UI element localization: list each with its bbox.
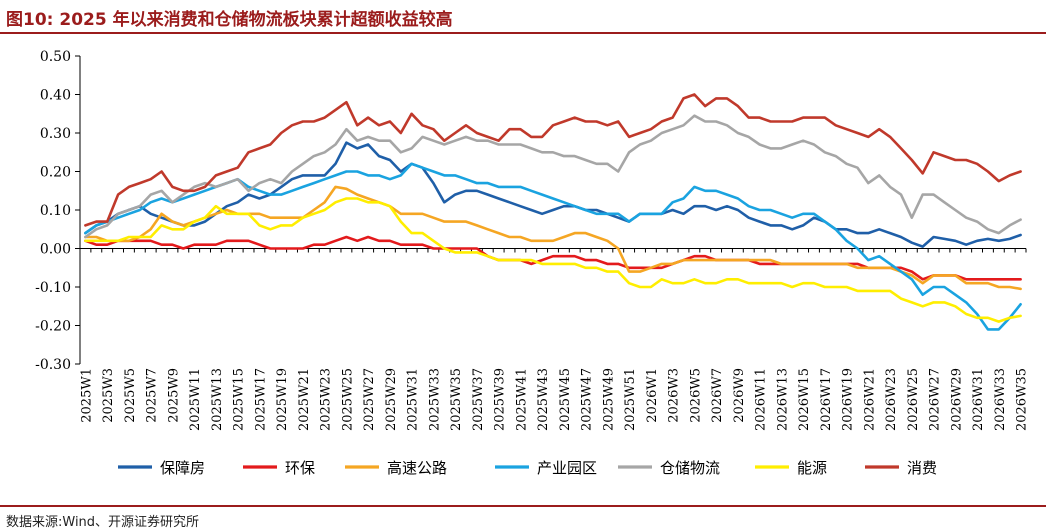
title-bar: 图10: 2025 年以来消费和仓储物流板块累计超额收益较高: [0, 0, 1046, 34]
x-tick-label: 2025W11: [188, 368, 203, 431]
x-tick-label: 2025W15: [232, 368, 247, 431]
x-tick-label: 2026W11: [754, 368, 769, 431]
x-tick-label: 2025W21: [297, 368, 312, 431]
x-tick-label: 2025W45: [558, 368, 573, 431]
x-tick-label: 2025W35: [449, 368, 464, 431]
x-tick-label: 2025W27: [362, 368, 377, 431]
series-line: [84, 185, 1022, 291]
x-tick-label: 2026W27: [928, 368, 943, 431]
x-tick-label: 2026W23: [884, 368, 899, 431]
x-tick-label: 2025W9: [166, 368, 181, 423]
x-tick-label: 2025W7: [145, 368, 160, 423]
x-tick-label: 2026W9: [732, 368, 747, 423]
x-tick-label: 2025W47: [580, 368, 595, 431]
legend-label: 能源: [797, 459, 827, 477]
x-tick-label: 2026W33: [993, 368, 1008, 431]
x-tick-label: 2025W5: [123, 368, 138, 423]
x-tick-label: 2025W23: [319, 368, 334, 431]
x-tick-label: 2025W31: [406, 368, 421, 431]
x-tick-label: 2025W37: [471, 368, 486, 431]
y-tick-label: 0.20: [40, 165, 71, 181]
x-tick-label: 2026W21: [862, 368, 877, 431]
x-tick-label: 2026W19: [841, 368, 856, 431]
y-tick-label: -0.30: [35, 357, 71, 373]
series-line: [84, 162, 1022, 331]
series-line: [84, 197, 1022, 323]
x-tick-label: 2026W29: [949, 368, 964, 431]
x-tick-label: 2026W35: [1015, 368, 1030, 431]
x-tick-label: 2026W15: [797, 368, 812, 431]
x-tick-label: 2026W7: [710, 368, 725, 423]
line-chart: 0.50 0.40 0.30 0.20 0.10 0.00 -0.10 -0.20 -0.30 2…: [35, 49, 1030, 477]
data-source: 数据来源:Wind、开源证券研究所: [6, 515, 200, 530]
y-tick-label: 0.00: [40, 242, 71, 258]
x-tick-label: 2025W49: [601, 368, 616, 431]
x-tick-label: 2026W31: [971, 368, 986, 431]
series-line: [84, 114, 1022, 239]
x-tick-label: 2025W19: [275, 368, 290, 431]
x-tick-label: 2025W43: [536, 368, 551, 431]
series-line: [84, 141, 1022, 248]
x-tick-label: 2025W51: [623, 368, 638, 431]
x-tick-label: 2025W17: [253, 368, 268, 431]
series-line: [84, 93, 1022, 227]
x-tick-label: 2026W5: [688, 368, 703, 423]
y-tick-label: 0.10: [40, 203, 71, 219]
x-tick-label: 2025W29: [384, 368, 399, 431]
x-tick-label: 2025W1: [79, 368, 94, 423]
x-tick-label: 2025W33: [427, 368, 442, 431]
legend-label: 产业园区: [537, 459, 597, 477]
legend-label: 消费: [907, 459, 937, 477]
chart-title: 图10: 2025 年以来消费和仓储物流板块累计超额收益较高: [6, 10, 453, 30]
y-tick-label: -0.20: [35, 319, 71, 335]
x-tick-label: 2025W13: [210, 368, 225, 431]
x-tick-label: 2026W25: [906, 368, 921, 431]
x-tick-label: 2026W3: [667, 368, 682, 423]
y-tick-label: -0.10: [35, 280, 71, 296]
source-bar: 数据来源:Wind、开源证券研究所: [0, 505, 1046, 531]
legend-label: 环保: [285, 459, 315, 477]
x-tick-label: 2025W41: [514, 368, 529, 431]
y-tick-label: 0.40: [40, 88, 71, 104]
x-tick-label: 2026W13: [775, 368, 790, 431]
y-tick-label: 0.50: [40, 49, 71, 65]
x-tick-label: 2026W17: [819, 368, 834, 431]
x-tick-label: 2025W39: [493, 368, 508, 431]
legend-label: 仓储物流: [660, 459, 720, 477]
legend-label: 高速公路: [387, 459, 447, 477]
x-tick-label: 2025W25: [340, 368, 355, 431]
legend-label: 保障房: [160, 459, 205, 477]
x-tick-label: 2026W1: [645, 368, 660, 423]
x-tick-label: 2025W3: [101, 368, 116, 423]
y-tick-label: 0.30: [40, 126, 71, 142]
